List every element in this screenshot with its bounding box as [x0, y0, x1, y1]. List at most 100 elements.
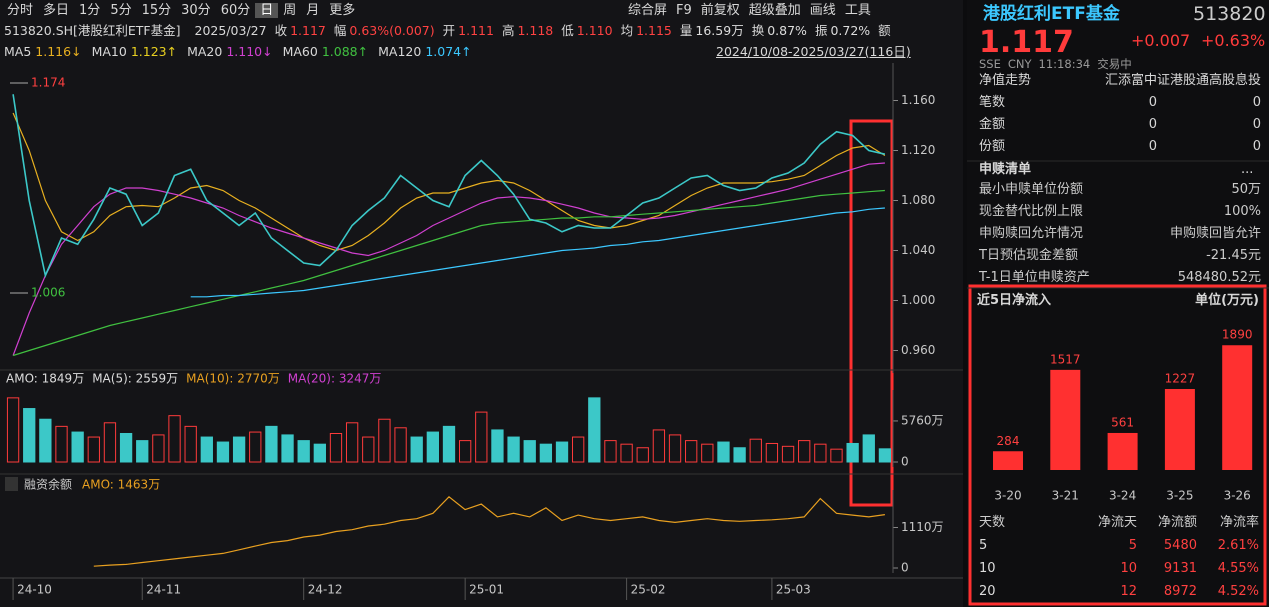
sub-cell: 100% — [1223, 204, 1261, 219]
volume-bar — [458, 440, 472, 463]
volume-bar — [798, 440, 811, 463]
volume-bar — [878, 448, 892, 463]
section-title: 申赎清单 — [979, 162, 1032, 177]
sub-cell: T日预估现金差额 — [979, 248, 1078, 263]
tab[interactable]: 更多 — [329, 3, 356, 18]
bar — [1164, 389, 1195, 470]
volume-bar — [555, 441, 569, 463]
tab[interactable]: 30分 — [181, 3, 211, 18]
series-line — [93, 495, 885, 567]
tab[interactable]: 5分 — [110, 3, 132, 18]
y-tick-label: 0 — [901, 455, 909, 469]
tool[interactable]: 前复权 — [700, 3, 740, 18]
volume-bar — [71, 431, 84, 463]
y-tick-label: 1.160 — [901, 93, 935, 107]
value-label: 1227 — [1165, 372, 1196, 386]
y-tick-label: 5760万 — [901, 413, 944, 427]
nav-cell: 份额 — [979, 139, 1006, 154]
tab[interactable]: 周 — [283, 3, 297, 18]
info-label: 均 — [620, 23, 634, 38]
date: 2025/03/27 — [194, 23, 267, 38]
nav-cell: 笔数 — [979, 95, 1006, 110]
info-label: 额 — [878, 23, 891, 38]
value-label: 1517 — [1050, 352, 1081, 366]
volume-bar — [442, 425, 456, 463]
x-tick-label: 25-03 — [776, 583, 811, 597]
table-header: 净流天 — [1097, 515, 1137, 530]
charts: 1.160 1.120 1.080 1.040 1.000 0.960 1.174 1.006… — [0, 63, 963, 600]
help-icon[interactable] — [5, 477, 18, 491]
sub-cell: 548480.52元 — [1177, 270, 1261, 285]
quote-meta: SSE CNY 11:18:34 交易中 — [979, 55, 1139, 73]
tab[interactable]: 1分 — [79, 3, 101, 18]
table-cell: 5 — [1128, 538, 1137, 553]
volume-bar — [685, 440, 698, 463]
tab[interactable]: 15分 — [141, 3, 172, 18]
info-line: 513820.SH[港股红利ETF基金] 2025/03/27 收 1.117 幅 0.6… — [4, 22, 902, 40]
info-label: 换 — [751, 23, 765, 38]
tool[interactable]: F9 — [676, 3, 692, 18]
nav-cell: 0 — [1252, 95, 1261, 110]
sub-cell: 申购赎回允许情况 — [979, 226, 1084, 241]
info-label: 开 — [442, 23, 456, 38]
nav-cell: 金额 — [979, 117, 1006, 132]
tool[interactable]: 超级叠加 — [748, 3, 801, 18]
legend-item: MA(5): 2559万 — [92, 372, 178, 386]
volume-bar — [475, 411, 488, 463]
tool[interactable]: 工具 — [844, 3, 871, 18]
bar — [993, 451, 1023, 470]
volume-bar — [604, 440, 617, 463]
tab[interactable]: 多日 — [43, 3, 70, 18]
tab[interactable]: 月 — [306, 3, 320, 18]
info-label: 振 — [814, 23, 828, 38]
info-value: 1.110 — [576, 23, 613, 38]
volume-bar — [200, 436, 213, 463]
table-cell: 5 — [979, 538, 988, 553]
tool[interactable]: 综合屏 — [628, 3, 668, 18]
tool-menu[interactable]: 综合屏 F9 前复权 超级叠加 画线 工具 — [628, 2, 880, 20]
volume-bar — [862, 434, 875, 463]
nav-cell: 0 — [1252, 117, 1261, 132]
info-value: 1.118 — [517, 23, 554, 38]
legend-value: 1.116↓ — [35, 44, 82, 59]
panel-title: 融资余额 — [24, 477, 72, 492]
table-cell: 10 — [1120, 561, 1137, 576]
volume-bar — [297, 440, 310, 463]
legend-item: MA(20): 3247万 — [288, 372, 382, 386]
volume-bar — [6, 397, 20, 463]
y-tick-label: 1110万 — [901, 520, 944, 534]
table-cell: 12 — [1120, 584, 1137, 599]
value-label: 1890 — [1222, 328, 1253, 342]
tab[interactable]: 分时 — [7, 3, 34, 18]
volume-bar — [491, 429, 504, 463]
volume-bar — [119, 432, 133, 463]
table-cell: 9131 — [1163, 561, 1197, 576]
ma-legend: MA5 1.116↓ MA10 1.123↑ MA20 1.110↓ MA60 1.088↑ M… — [4, 43, 482, 61]
price: 1.117 — [979, 25, 1074, 60]
meta-item: 交易中 — [1097, 57, 1132, 71]
table-cell: 20 — [979, 584, 996, 599]
series-line — [190, 207, 885, 298]
date-range[interactable]: 2024/10/08-2025/03/27(116日) — [716, 44, 911, 59]
chart-area — [0, 0, 963, 607]
category-label: 3-24 — [1109, 489, 1136, 503]
annotation: 1.174 — [31, 76, 65, 90]
series-line — [12, 189, 885, 357]
nav-cell: 净值走势 — [979, 73, 1032, 88]
x-tick-label: 24-12 — [308, 583, 343, 597]
y-tick-label: 0 — [901, 561, 909, 575]
period-tabs[interactable]: 分时 多日 1分 5分 15分 30分 60分日周月更多 — [2, 2, 360, 20]
volume-bar — [168, 415, 181, 463]
legend-value: 1.074↑ — [425, 44, 472, 59]
volume-bar — [249, 431, 262, 463]
tab[interactable]: 60分 — [220, 3, 251, 18]
highlight-box — [849, 119, 894, 507]
tool[interactable]: 画线 — [809, 3, 836, 18]
more[interactable]: ... — [1241, 162, 1254, 177]
nav-cell: 0 — [1148, 139, 1157, 154]
value-label: 561 — [1111, 415, 1134, 429]
tab[interactable]: 日 — [255, 3, 279, 18]
volume-bar — [152, 434, 165, 463]
info-value: 0.63%(0.007) — [349, 23, 435, 38]
